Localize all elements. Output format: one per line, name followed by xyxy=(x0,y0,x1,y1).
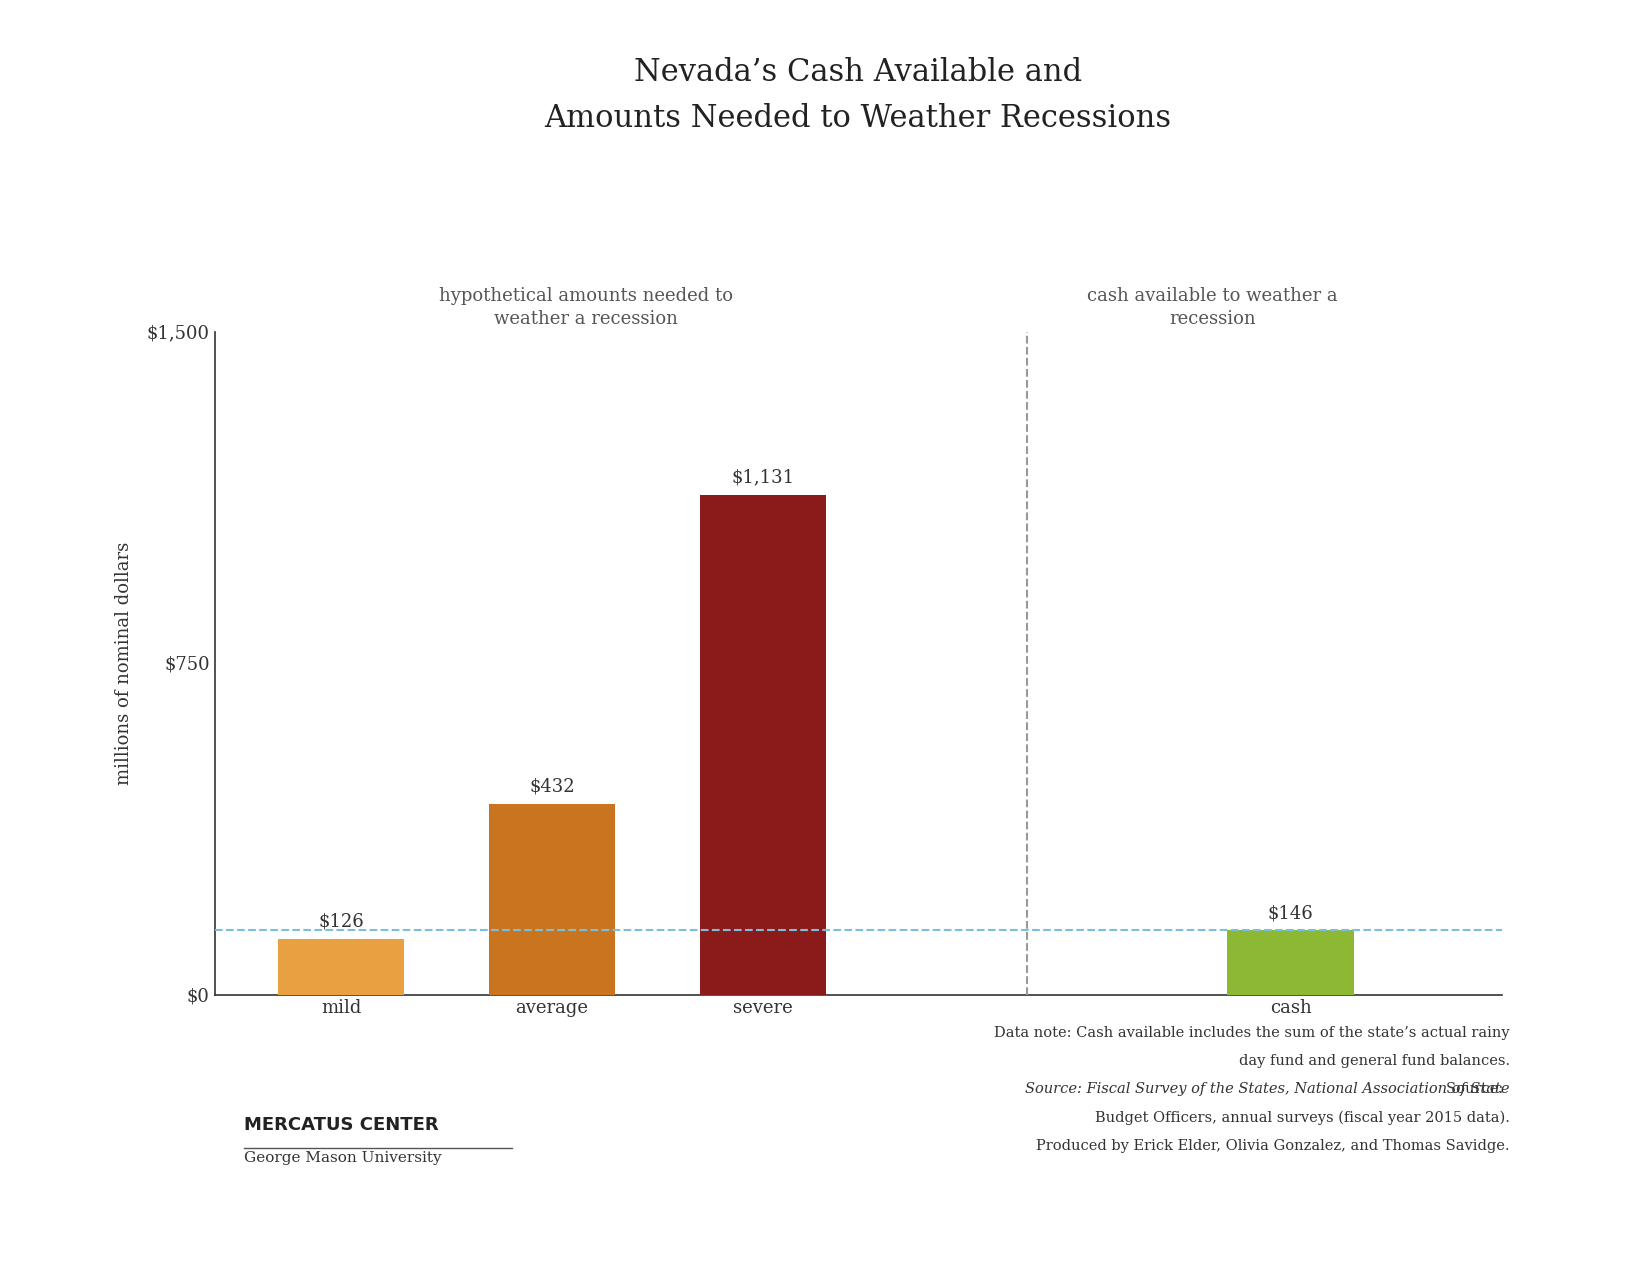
Text: George Mason University: George Mason University xyxy=(244,1151,442,1165)
Bar xyxy=(1228,929,1353,995)
Text: Source: Fiscal Survey of the States, National Association of State: Source: Fiscal Survey of the States, Nat… xyxy=(1025,1082,1510,1096)
Polygon shape xyxy=(186,1095,208,1198)
Bar xyxy=(488,803,615,994)
Text: Produced by Erick Elder, Olivia Gonzalez, and Thomas Savidge.: Produced by Erick Elder, Olivia Gonzalez… xyxy=(1036,1139,1510,1153)
Text: Data note: Cash available includes the sum of the state’s actual rainy: Data note: Cash available includes the s… xyxy=(993,1026,1510,1040)
Text: cash available to weather a
recession: cash available to weather a recession xyxy=(1087,287,1338,329)
Text: $1,131: $1,131 xyxy=(731,469,795,487)
Text: Budget Officers, annual surveys (fiscal year 2015 data).: Budget Officers, annual surveys (fiscal … xyxy=(1096,1111,1510,1125)
Polygon shape xyxy=(129,1095,178,1198)
Text: Source:: Source: xyxy=(1445,1082,1508,1096)
Text: $146: $146 xyxy=(1267,904,1313,922)
Text: day fund and general fund balances.: day fund and general fund balances. xyxy=(1239,1054,1510,1068)
Y-axis label: millions of nominal dollars: millions of nominal dollars xyxy=(116,542,132,784)
Text: Nevada’s Cash Available and
Amounts Needed to Weather Recessions: Nevada’s Cash Available and Amounts Need… xyxy=(544,57,1172,134)
Text: hypothetical amounts needed to
weather a recession: hypothetical amounts needed to weather a… xyxy=(439,287,733,329)
Text: $126: $126 xyxy=(318,913,365,931)
Bar xyxy=(277,938,404,994)
Polygon shape xyxy=(208,1095,226,1198)
Bar xyxy=(700,495,827,994)
Text: MERCATUS CENTER: MERCATUS CENTER xyxy=(244,1116,439,1133)
Text: $432: $432 xyxy=(530,778,574,796)
